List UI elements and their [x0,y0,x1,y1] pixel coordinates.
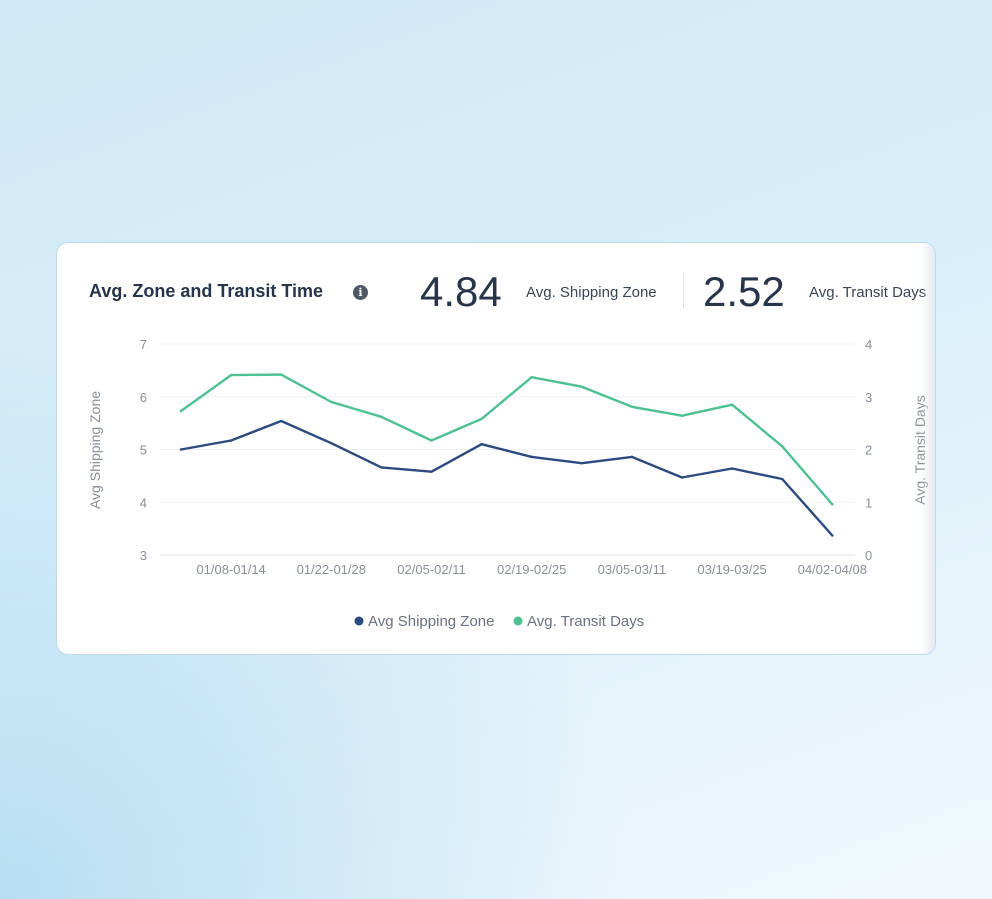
x-tick-label: 02/19-02/25 [497,562,566,577]
avg-transit-days-point [831,503,834,506]
kpi-shipping-zone-value: 4.84 [420,268,502,315]
avg-transit-days-point [630,405,634,408]
card-edge-shadow [921,243,935,654]
avg-transit-days-line [179,373,834,506]
avg-transit-days-point [430,439,433,442]
kpi-transit-days-value: 2.52 [703,268,785,315]
avg-shipping-zone-point [179,448,183,451]
x-tick-label: 04/02-04/08 [798,562,867,577]
chart-card: Avg. Zone and Transit Time i 4.84 Avg. S… [56,242,936,655]
avg-shipping-zone-point [430,470,433,473]
y-axis-title: Avg Shipping Zone [87,391,103,509]
avg-transit-days-point [330,400,333,404]
y-tick-label: 3 [140,548,147,563]
avg-transit-days-point [179,409,183,413]
avg-shipping-zone-point [330,441,333,445]
y-tick-label: 6 [140,390,147,405]
y2-tick-label: 4 [865,337,872,352]
legend-marker-shipping-zone [354,616,364,626]
x-tick-label: 01/22-01/28 [297,562,366,577]
avg-transit-days-point [730,403,734,406]
avg-shipping-zone-point [530,455,533,459]
y2-tick-label: 3 [865,390,872,405]
avg-transit-days-point [480,417,483,421]
avg-transit-days-point [229,373,233,377]
avg-shipping-zone-point [229,439,233,442]
avg-shipping-zone-point [580,462,583,465]
y2-tick-label: 2 [865,443,872,458]
avg-shipping-zone-point [680,476,684,479]
x-tick-label: 01/08-01/14 [196,562,265,577]
avg-transit-days-point [580,385,583,388]
card-title: Avg. Zone and Transit Time [89,281,324,301]
x-tick-label: 03/19-03/25 [697,562,766,577]
avg-shipping-zone-point [781,477,784,481]
x-tick-label: 03/05-03/11 [598,562,666,577]
y2-tick-label: 1 [865,495,872,510]
avg-shipping-zone-line [179,419,834,537]
avg-transit-days-point [530,376,533,379]
y-tick-label: 7 [140,337,147,352]
kpi-divider [683,272,684,308]
avg-transit-days-point [280,373,283,376]
avg-transit-days-point [781,445,784,448]
legend-marker-transit-days [513,616,523,626]
kpi-shipping-zone-label: Avg. Shipping Zone [526,284,657,301]
y2-tick-label: 0 [865,548,872,563]
avg-transit-days-point [380,415,383,418]
legend-label-transit-days: Avg. Transit Days [527,613,644,630]
avg-shipping-zone-point [730,467,734,470]
kpi-transit-days-label: Avg. Transit Days [809,284,927,301]
avg-transit-days-point [680,414,684,417]
x-tick-label: 02/05-02/11 [397,562,465,577]
y-tick-label: 4 [140,495,147,510]
avg-shipping-zone-point [831,534,834,537]
avg-shipping-zone-point [480,443,483,446]
legend-label-shipping-zone: Avg Shipping Zone [368,613,494,630]
avg-shipping-zone-point [630,455,634,459]
avg-shipping-zone-point [380,466,383,469]
y-tick-label: 5 [140,443,147,458]
info-icon[interactable]: i [353,285,368,300]
avg-shipping-zone-point [280,419,283,423]
line-chart: 3 4 5 6 7 0 1 2 3 4 01/08-01/14 01/22-01/28 02/05-02… [87,337,928,630]
